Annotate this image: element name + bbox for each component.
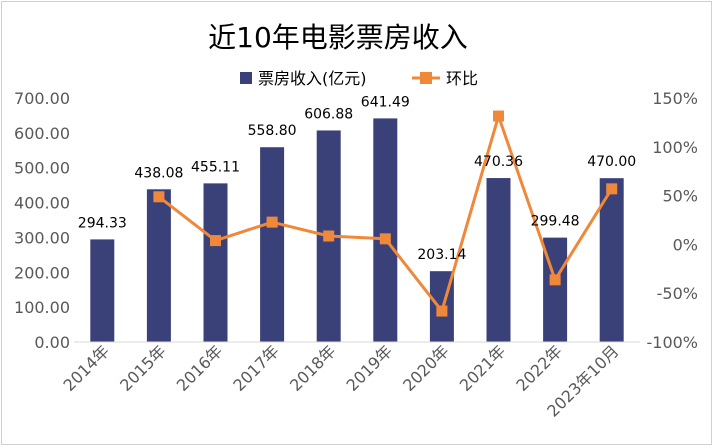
right-tick-label: 100% [652,138,698,157]
right-tick-label: -100% [646,333,698,352]
bar-data-label: 470.00 [587,154,636,170]
bar [260,147,285,342]
x-tick-label: 2016年 [173,341,227,395]
bar-data-label: 299.48 [531,214,580,230]
right-tick-label: 0% [673,235,698,254]
bar-series [90,118,624,342]
x-tick-label: 2021年 [456,341,510,395]
data-labels: 294.33 438.08 455.11 558.80 606.88 641.49 203.… [78,94,636,263]
bar-data-label: 641.49 [361,94,410,110]
x-tick-label: 2015年 [116,341,170,395]
right-tick-label: -50% [657,284,698,303]
legend: 票房收入(亿元) 环比 [240,69,478,88]
bar [599,178,624,342]
left-tick-label: 300.00 [14,228,70,247]
growth-point [210,235,221,247]
growth-point [606,183,618,195]
bar [146,189,171,342]
bar-data-label: 558.80 [248,123,297,139]
bar-data-label: 294.33 [78,215,127,231]
bar-data-label: 606.88 [304,106,353,122]
bar-data-label: 455.11 [191,159,240,175]
x-tick-label: 2018年 [286,341,340,395]
growth-point [379,233,391,245]
legend-line-marker [420,72,432,84]
bar [373,118,398,342]
left-axis: 0.00 100.00 200.00 300.00 400.00 500.00 600.00… [14,89,70,352]
bar-data-label: 203.14 [417,247,466,263]
left-tick-label: 600.00 [14,124,70,143]
right-tick-label: 50% [662,187,698,206]
left-tick-label: 400.00 [14,194,70,213]
growth-point [323,230,335,242]
right-axis: -100% -50% 0% 50% 100% 150% [646,89,698,352]
legend-bar-swatch [240,72,252,84]
left-tick-label: 200.00 [14,263,70,282]
left-tick-label: 500.00 [14,159,70,178]
growth-point [153,191,165,203]
growth-point [549,274,561,286]
growth-point [266,216,278,228]
x-tick-label: 2019年 [343,341,397,395]
x-axis: 2014年 2015年 2016年 2017年 2018年 2019年 2020年 2021年… [60,341,623,420]
legend-line-label: 环比 [446,69,478,88]
line-series [153,110,618,317]
left-tick-label: 700.00 [14,89,70,108]
left-tick-label: 100.00 [14,298,70,317]
left-tick-label: 0.00 [34,333,70,352]
bar-data-label: 470.36 [474,154,523,170]
right-tick-label: 150% [652,89,698,108]
x-tick-label: 2020年 [399,341,453,395]
bar [203,183,228,342]
bar [90,239,115,342]
chart-title: 近10年电影票房收入 [208,21,468,54]
growth-point [436,305,448,317]
bar [486,178,511,342]
bar-data-label: 438.08 [134,165,183,181]
growth-point [493,110,504,122]
legend-bar-label: 票房收入(亿元) [258,69,367,88]
x-tick-label: 2017年 [229,341,283,395]
x-tick-label: 2022年 [512,341,566,395]
